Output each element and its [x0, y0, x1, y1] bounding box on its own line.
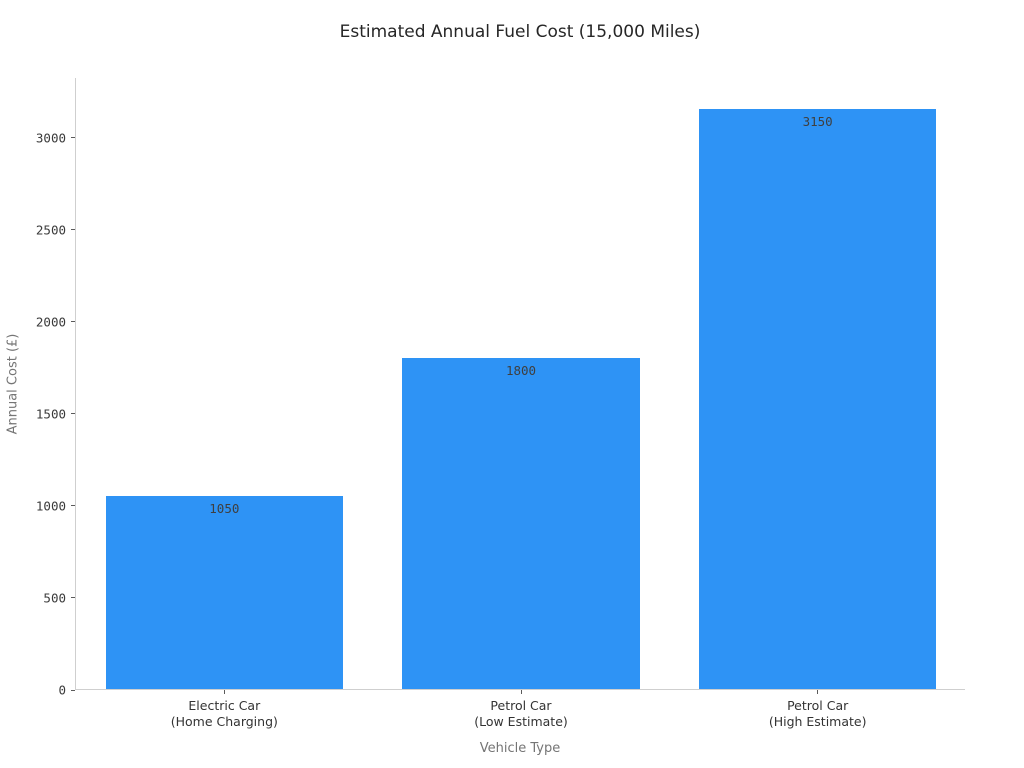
x-tick-label: Petrol Car (High Estimate) [768, 698, 867, 730]
bar-1: 1800 [402, 357, 640, 689]
y-tick-label: 2500 [35, 222, 66, 238]
y-tick-label: 1000 [35, 498, 66, 514]
y-tick-mark [71, 597, 75, 599]
y-tick-mark [71, 229, 75, 231]
y-tick-mark [71, 689, 75, 691]
bar-value-label: 3150 [802, 114, 833, 130]
y-tick-mark [71, 413, 75, 415]
plot-area: 0 500 1000 1500 2000 2500 3000 1050 Electric Car… [36, 78, 965, 729]
x-tick-mark [520, 690, 522, 694]
y-tick-mark [71, 321, 75, 323]
y-tick-label: 2000 [35, 314, 66, 330]
x-tick-label: Petrol Car (Low Estimate) [474, 698, 568, 730]
x-axis-title: Vehicle Type [479, 741, 561, 756]
chart-title: Estimated Annual Fuel Cost (15,000 Miles… [339, 22, 701, 42]
bar-value-label: 1050 [209, 500, 240, 516]
x-tick-mark [223, 690, 225, 694]
y-tick-label: 500 [43, 590, 66, 606]
y-tick-mark [71, 137, 75, 139]
bar-2: 3150 [699, 109, 937, 689]
y-tick-label: 3000 [35, 130, 66, 146]
x-tick-label: Electric Car (Home Charging) [170, 698, 278, 730]
bar-value-label: 1800 [505, 362, 537, 378]
y-tick-label: 0 [58, 682, 66, 698]
y-tick-label: 1500 [35, 406, 66, 422]
x-tick-mark [817, 690, 819, 694]
y-tick-mark [71, 505, 75, 507]
bar-0: 1050 [105, 495, 343, 689]
